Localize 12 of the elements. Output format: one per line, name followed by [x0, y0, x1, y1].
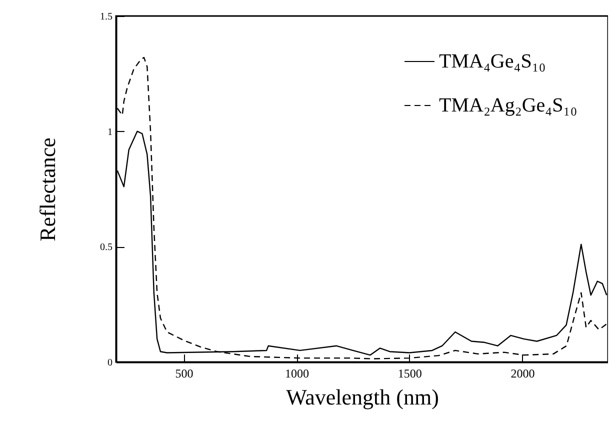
legend-label: TMA₄Ge₄S₁₀: [439, 50, 546, 72]
x-tick-label: 1500: [398, 366, 422, 380]
x-tick-label: 500: [175, 366, 194, 380]
legend-label: TMA₂Ag₂Ge₄S₁₀: [439, 94, 578, 116]
y-tick-label: 1: [108, 126, 112, 138]
x-tick-label: 2000: [510, 366, 535, 380]
y-tick-label: 0: [108, 358, 112, 368]
x-axis-title: Wavelength (nm): [286, 384, 439, 410]
x-tick-label: 1000: [285, 366, 310, 380]
y-axis-title: Reflectance: [35, 138, 60, 242]
y-tick-label: 1.5: [100, 12, 112, 22]
y-tick-label: 0.5: [100, 242, 112, 254]
